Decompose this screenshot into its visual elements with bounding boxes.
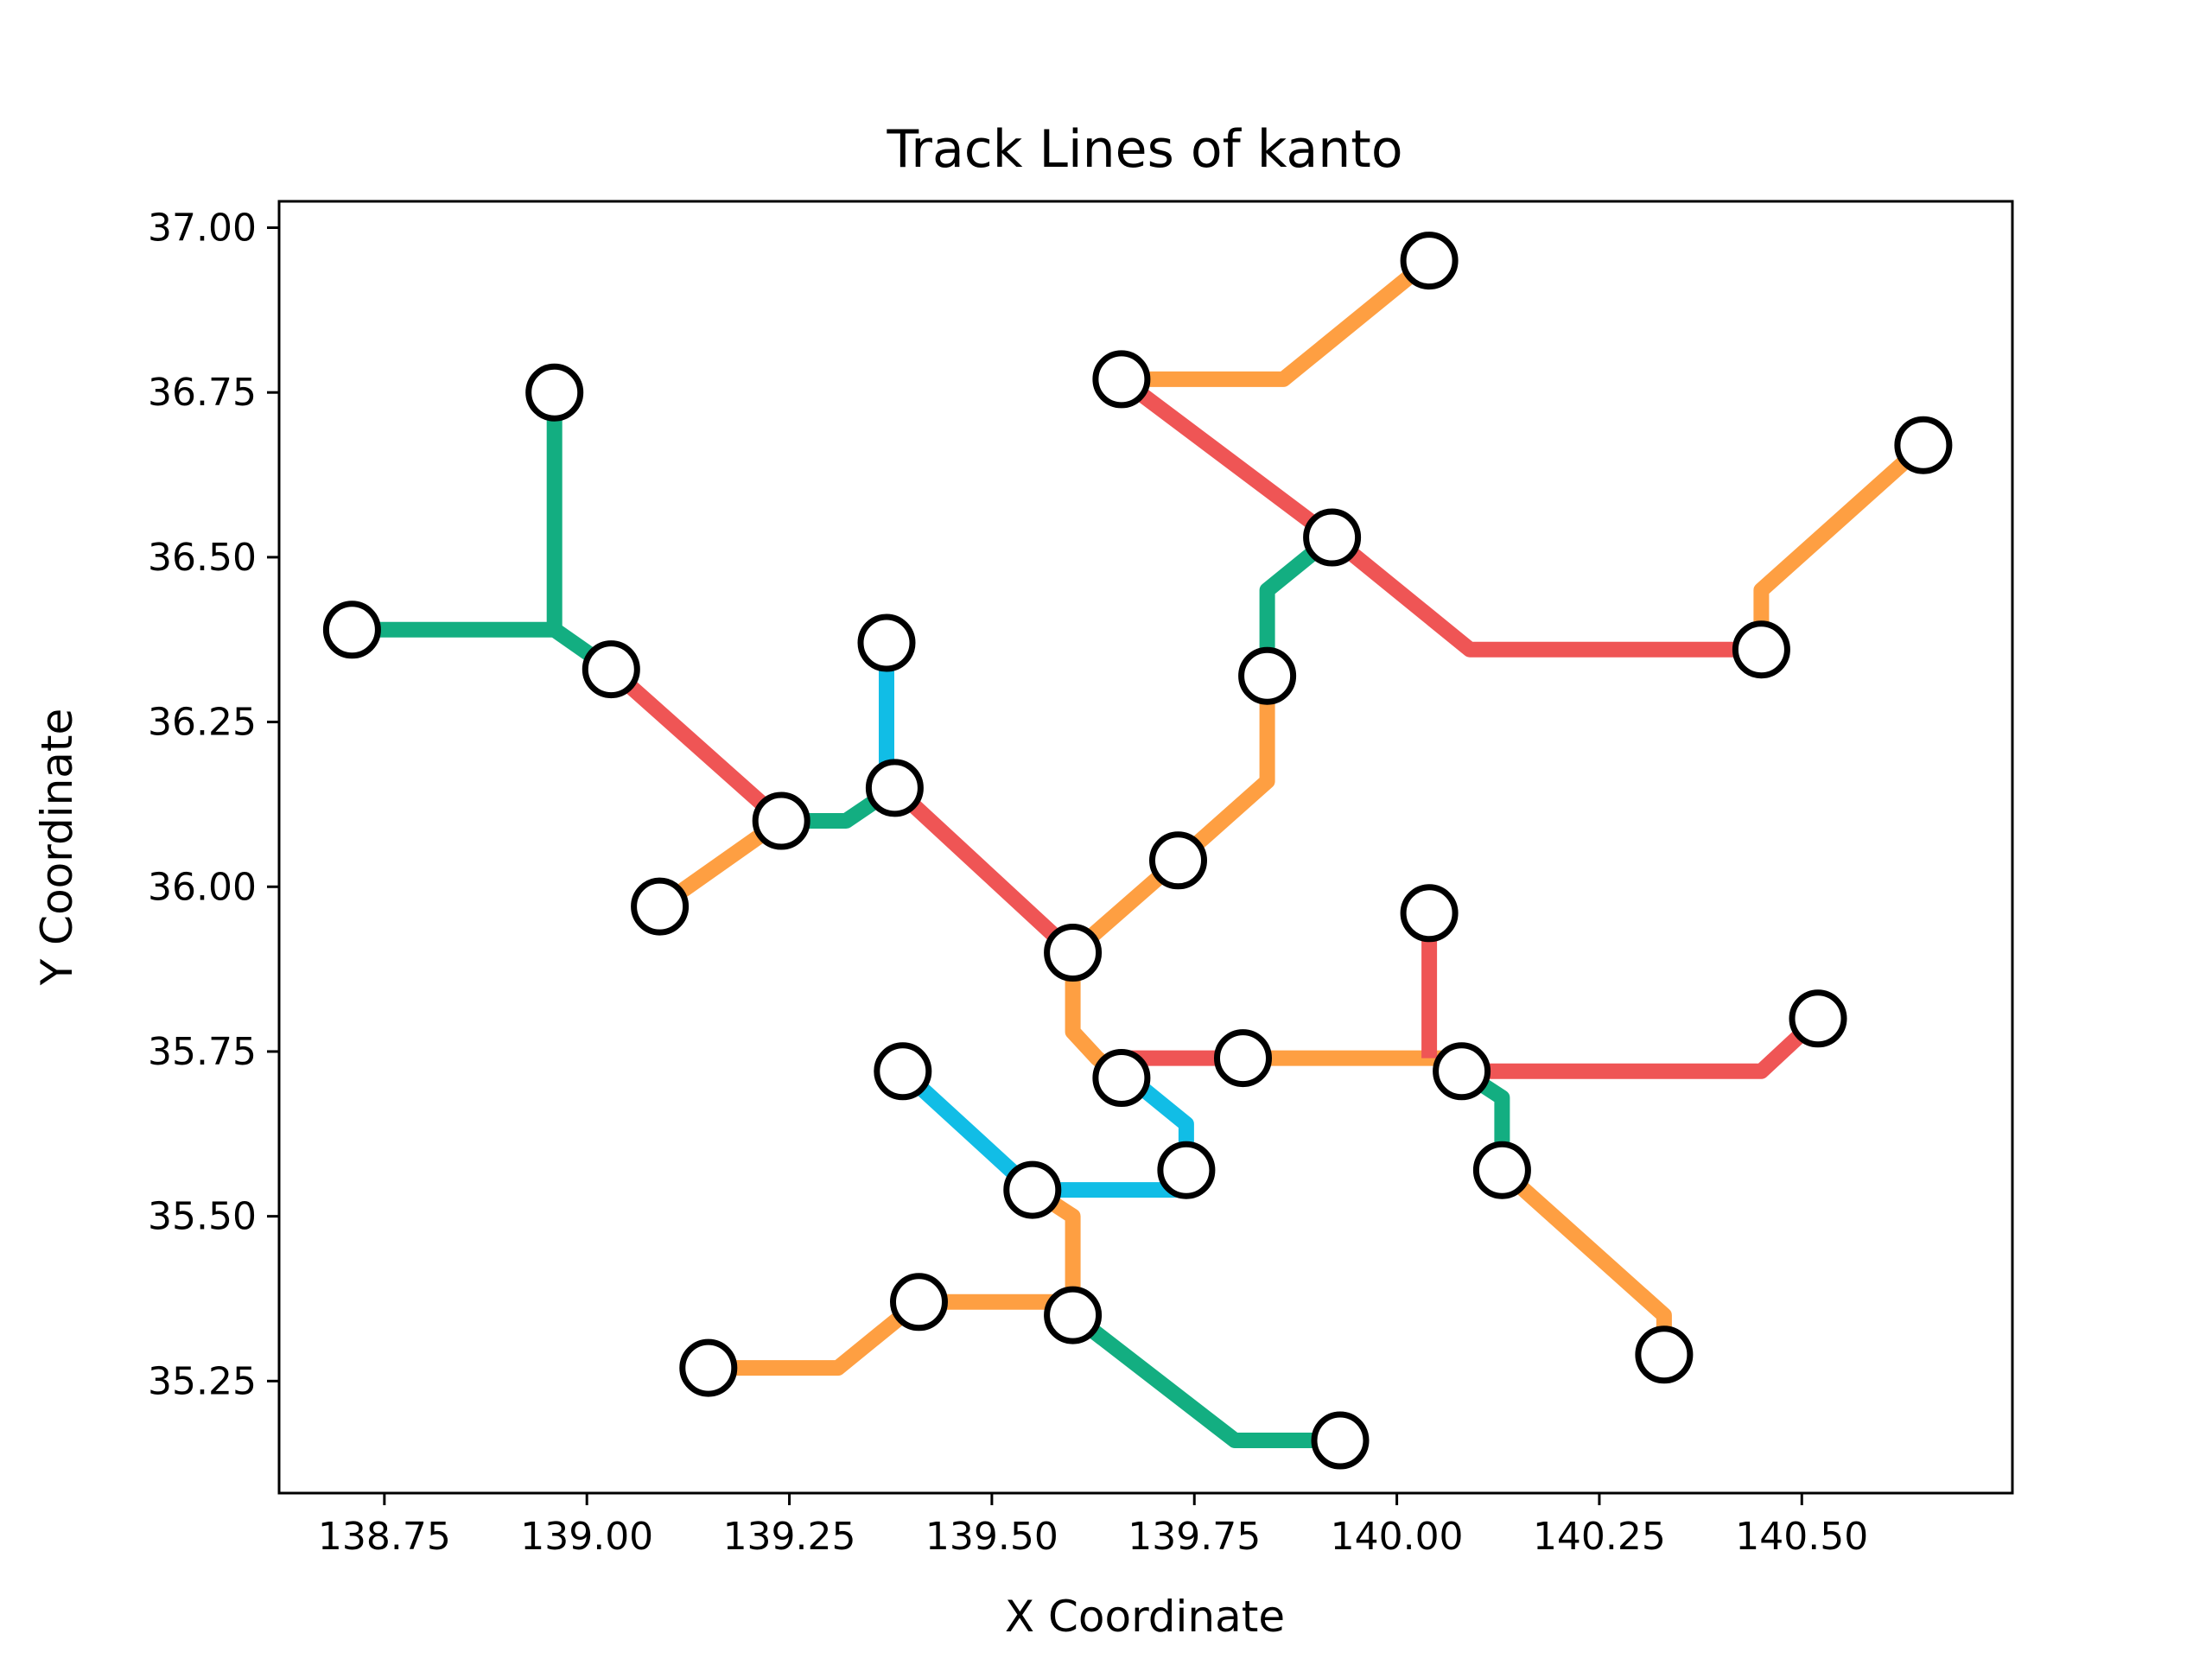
y-tick-label: 36.50	[148, 536, 257, 580]
track-line-orange	[708, 1294, 1073, 1376]
station-marker	[1157, 1141, 1216, 1199]
station-marker	[582, 640, 640, 699]
x-tick-label: 139.25	[723, 1515, 856, 1559]
plot-area	[322, 232, 1953, 1470]
station-marker	[1311, 1411, 1370, 1470]
y-tick-label: 36.00	[148, 865, 257, 909]
station-marker	[525, 363, 584, 422]
station-marker	[1214, 1029, 1272, 1088]
station-marker	[1044, 1286, 1103, 1344]
station-marker	[1635, 1325, 1694, 1384]
chart-title: Track Lines of kanto	[886, 119, 1402, 180]
station-marker	[631, 877, 690, 936]
station-marker	[1092, 1049, 1151, 1107]
track-line-orange	[1121, 254, 1434, 387]
station-marker	[1400, 232, 1459, 290]
station-marker	[890, 1273, 948, 1332]
track-line-orange	[1497, 1164, 1672, 1355]
y-tick-label: 36.75	[148, 371, 257, 415]
station-marker	[1472, 1141, 1531, 1199]
x-tick-label: 139.00	[520, 1515, 653, 1559]
station-marker	[1894, 416, 1953, 474]
station-marker	[1003, 1160, 1062, 1219]
station-marker	[1789, 989, 1847, 1048]
station-marker	[679, 1338, 738, 1397]
plot-frame	[277, 200, 2014, 1495]
track-line-orange	[1753, 439, 1929, 650]
station-marker	[1149, 831, 1207, 890]
y-tick-label: 36.25	[148, 701, 257, 745]
station-marker	[1092, 350, 1151, 409]
x-tick-label: 140.25	[1533, 1515, 1666, 1559]
x-axis: 138.75 139.00 139.25 139.50 139.75 140.00 140.…	[318, 1493, 1868, 1559]
y-tick-label: 35.50	[148, 1195, 257, 1239]
station-marker	[1303, 508, 1362, 567]
station-marker	[857, 613, 916, 672]
station-marker	[1238, 646, 1297, 705]
track-line-red	[606, 663, 787, 827]
x-tick-label: 140.00	[1331, 1515, 1464, 1559]
track-line-orange	[1067, 676, 1275, 959]
station-marker	[322, 601, 381, 659]
x-tick-label: 138.75	[318, 1515, 451, 1559]
x-tick-label: 139.75	[1128, 1515, 1261, 1559]
track-line-red	[1116, 372, 1762, 658]
y-axis-label: Y Coordinate	[32, 709, 82, 987]
x-axis-label: X Coordinate	[1005, 1592, 1285, 1642]
track-line-red	[889, 782, 1078, 959]
track-line-red	[1461, 1013, 1824, 1079]
y-tick-label: 35.75	[148, 1030, 257, 1074]
station-marker	[1433, 1042, 1491, 1101]
station-marker	[874, 1042, 932, 1101]
station-marker	[752, 791, 810, 850]
station-marker	[865, 759, 924, 817]
x-tick-label: 139.50	[925, 1515, 1058, 1559]
y-tick-label: 37.00	[148, 207, 257, 251]
track-line-green	[352, 392, 563, 638]
station-marker	[1732, 620, 1790, 679]
station-marker	[1400, 884, 1459, 943]
station-marker	[1044, 924, 1103, 982]
y-axis: 35.25 35.50 35.75 36.00 36.25 36.50 36.75 37.00	[148, 207, 279, 1403]
x-tick-label: 140.50	[1735, 1515, 1868, 1559]
track-line-green	[1068, 1308, 1340, 1448]
y-tick-label: 35.25	[148, 1359, 257, 1403]
